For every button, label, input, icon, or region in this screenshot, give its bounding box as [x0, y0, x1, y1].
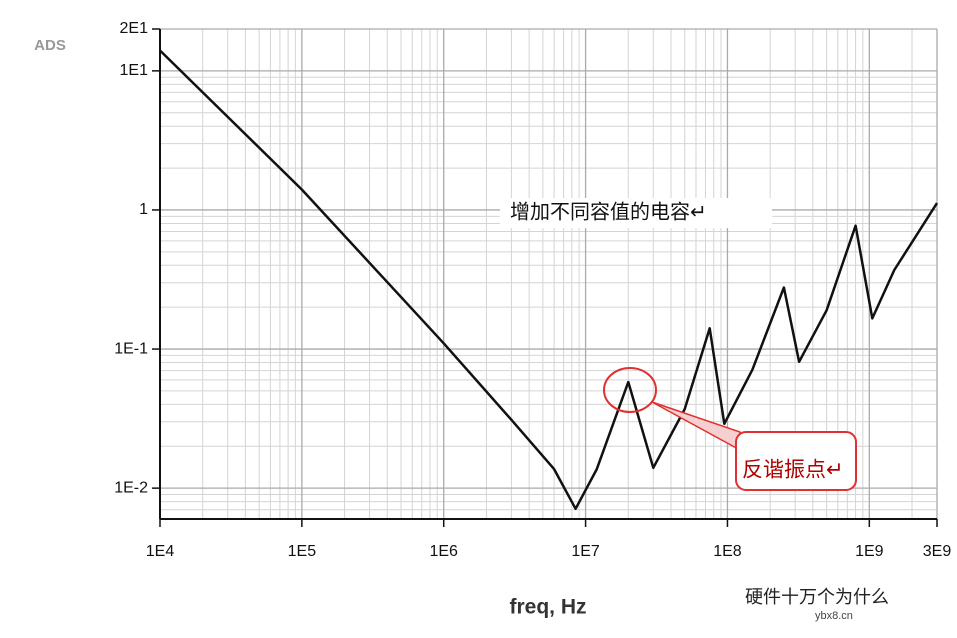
x-tick-label: 1E9 — [855, 543, 884, 560]
watermark-url: ybx8.cn — [815, 610, 853, 622]
x-tick-label: 1E7 — [571, 543, 600, 560]
software-label: ADS — [34, 37, 66, 54]
y-tick-label: 2E1 — [120, 20, 149, 37]
annotation: 增加不同容值的电容↵ — [510, 200, 707, 223]
x-tick-label: 1E4 — [146, 543, 175, 560]
watermark: 硬件十万个为什么 — [745, 587, 889, 607]
highlight-circle — [603, 367, 657, 413]
x-tick-label: 3E9 — [923, 543, 952, 560]
annotation-box — [500, 198, 772, 228]
x-tick-label: 1E5 — [288, 543, 317, 560]
callout-box — [735, 431, 857, 491]
x-tick-label: 1E8 — [713, 543, 742, 560]
x-axis-label: freq, Hz — [509, 596, 586, 619]
x-tick-label: 1E6 — [429, 543, 458, 560]
y-tick-label: 1E-2 — [114, 479, 148, 496]
y-tick-label: 1 — [139, 201, 148, 218]
impedance-line — [159, 49, 939, 511]
y-tick-label: 1E1 — [120, 62, 149, 79]
y-tick-label: 1E-1 — [114, 340, 148, 357]
callout-text: 反谐振点↵ — [742, 459, 844, 482]
